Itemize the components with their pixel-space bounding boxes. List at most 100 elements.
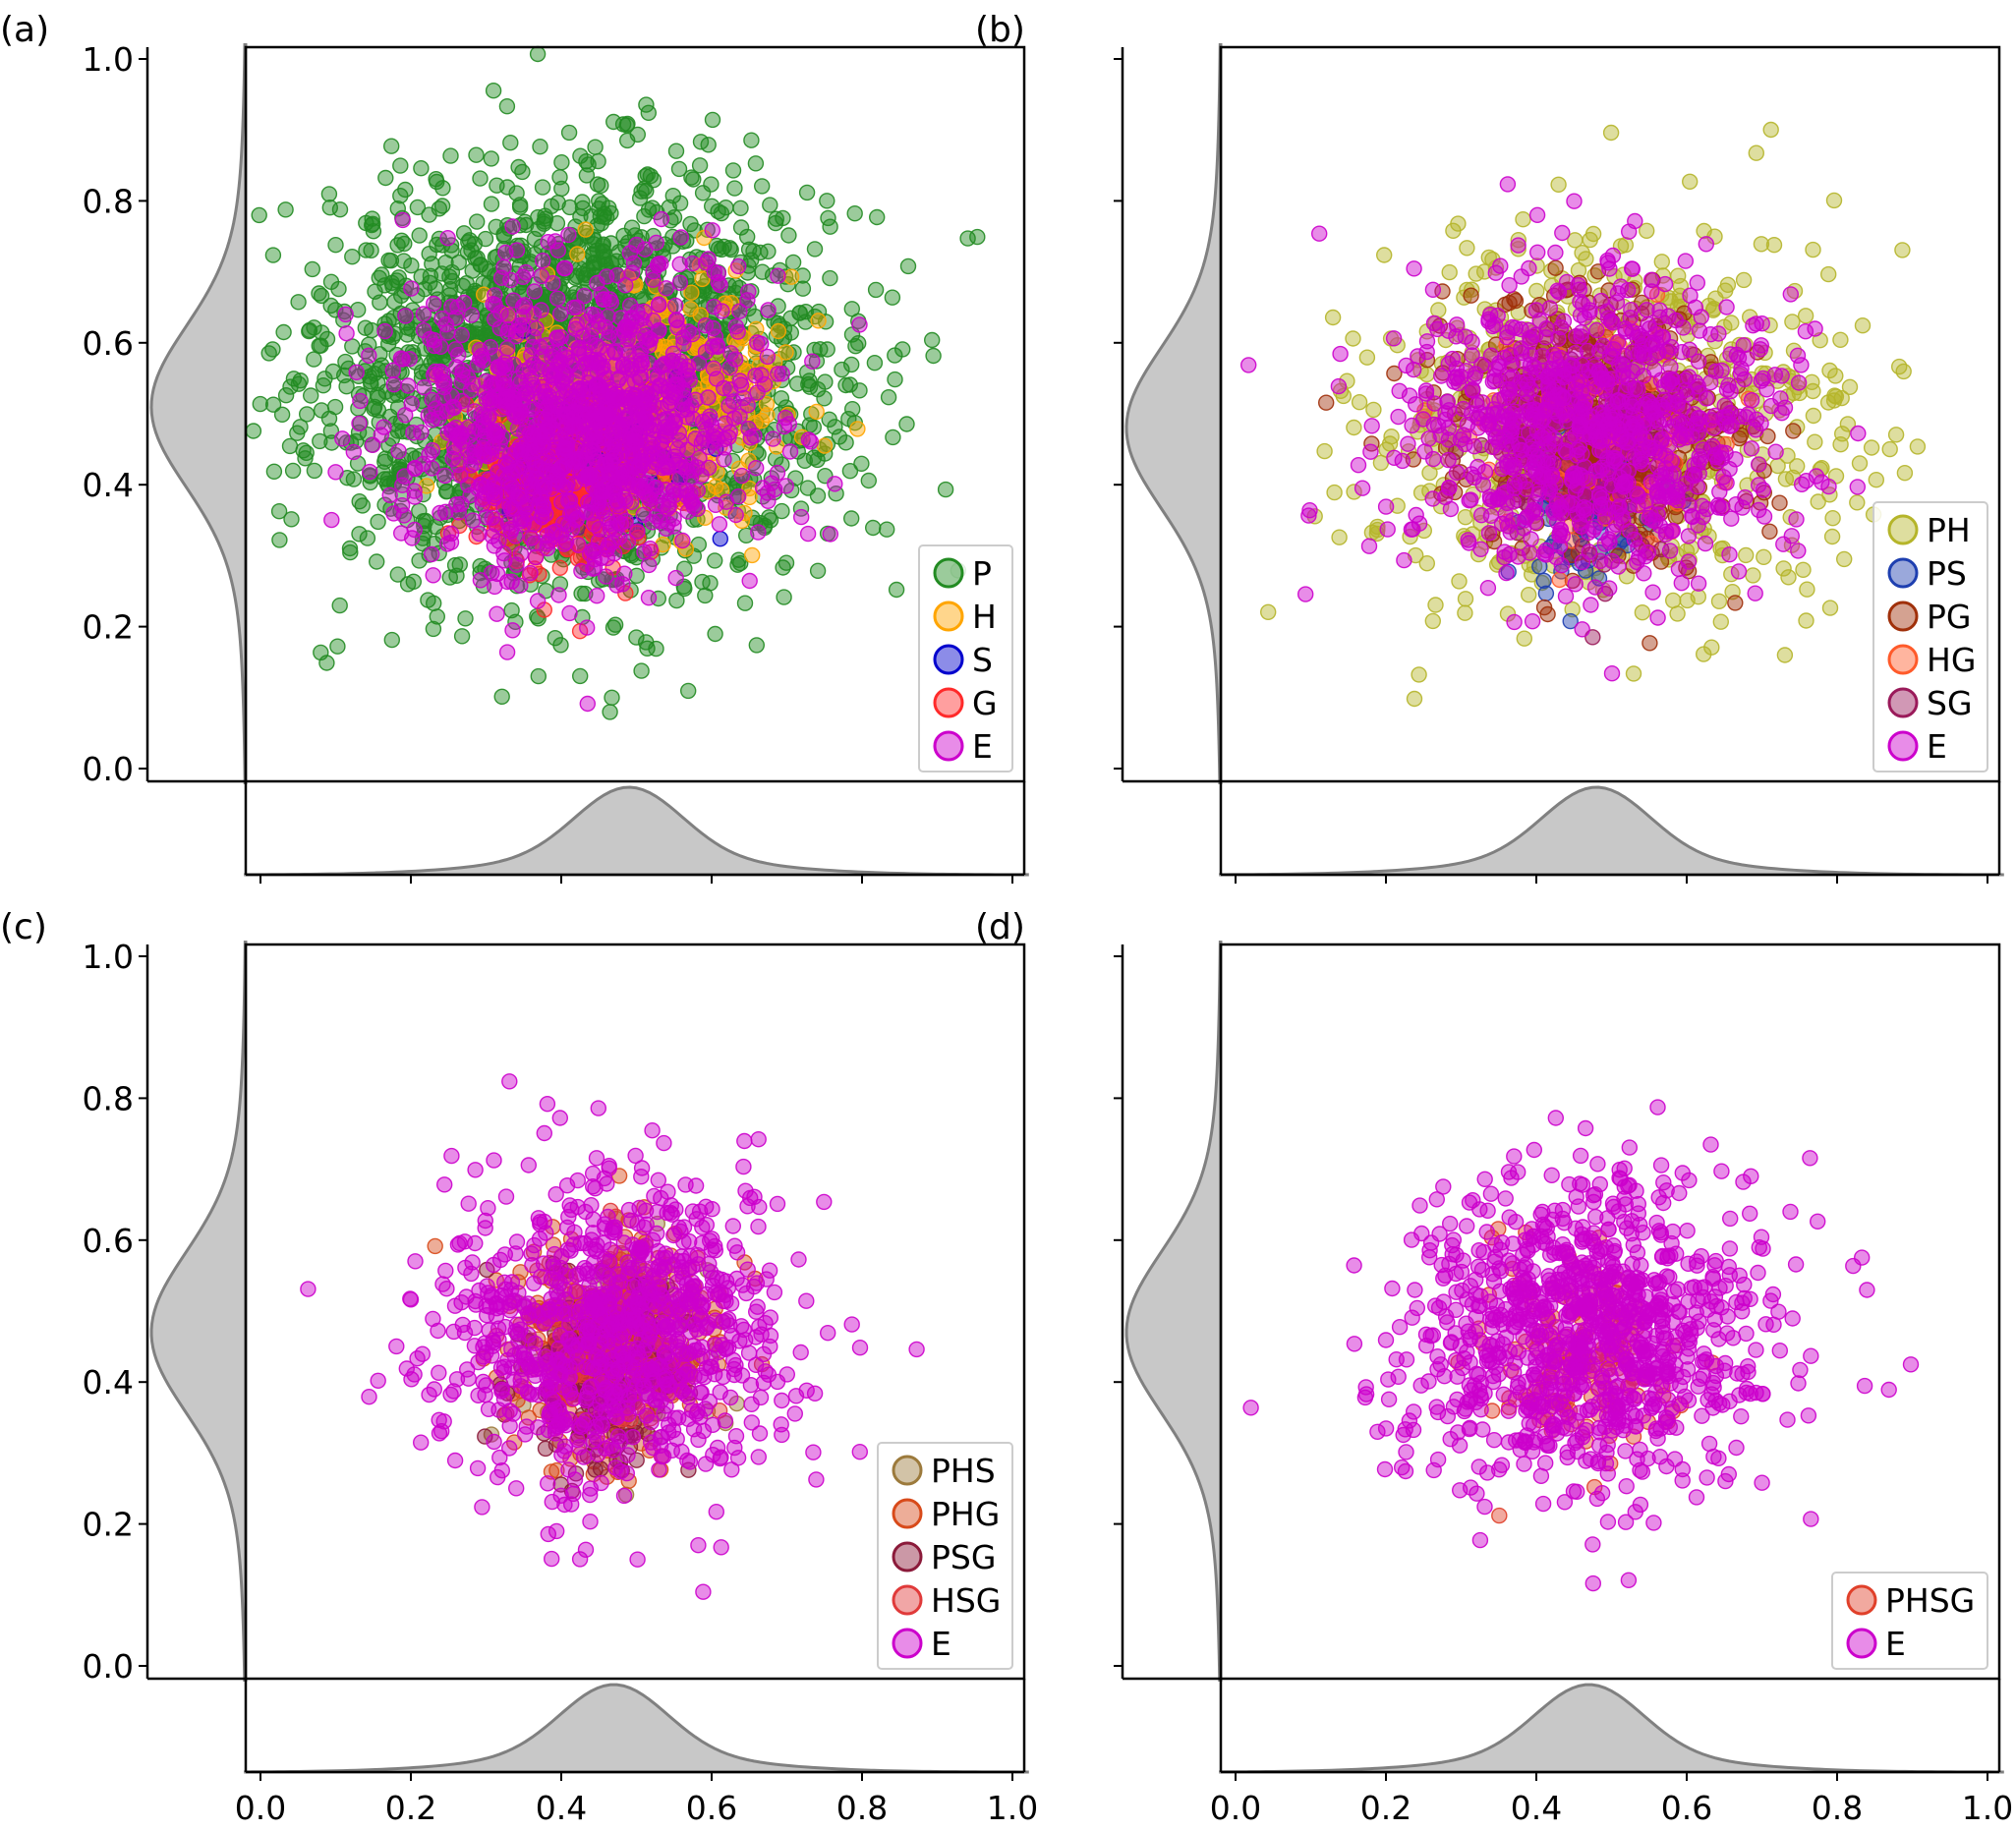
point [741, 572, 758, 590]
point [641, 396, 658, 413]
point [498, 573, 516, 591]
point [1376, 247, 1393, 263]
point [1797, 308, 1814, 324]
point [472, 572, 490, 589]
point [730, 257, 747, 275]
point [318, 330, 336, 348]
point [413, 159, 430, 177]
point [561, 604, 578, 622]
point [749, 384, 766, 401]
point [729, 323, 746, 340]
point [252, 395, 268, 413]
point [1457, 591, 1474, 607]
point [610, 328, 627, 345]
point [1784, 314, 1801, 330]
point [1887, 427, 1905, 443]
point [658, 280, 674, 297]
point [748, 460, 765, 477]
point [707, 625, 723, 643]
point [809, 451, 826, 469]
point [898, 416, 915, 432]
point [579, 695, 596, 713]
point [937, 481, 954, 498]
point [729, 556, 746, 573]
point [540, 233, 556, 251]
point [664, 387, 682, 404]
point [841, 463, 859, 480]
point [668, 592, 685, 609]
point [775, 209, 791, 227]
point [1634, 604, 1651, 621]
point [342, 544, 359, 561]
point [1451, 573, 1468, 590]
point [592, 255, 608, 271]
point [553, 153, 570, 171]
point [573, 396, 590, 414]
point [633, 662, 650, 679]
point [1868, 472, 1884, 488]
point [1326, 484, 1343, 501]
point [697, 317, 714, 334]
point [265, 463, 283, 480]
point [512, 545, 530, 562]
point [703, 176, 720, 193]
point [713, 204, 730, 222]
point [525, 356, 543, 372]
point [535, 498, 552, 515]
point [606, 616, 624, 633]
point [739, 228, 756, 246]
point [578, 504, 595, 521]
point [659, 411, 675, 428]
point [275, 323, 292, 341]
point [385, 376, 402, 393]
point [445, 438, 463, 455]
y-tick-label: 0.4 [83, 466, 134, 504]
point [1669, 605, 1686, 622]
point [543, 198, 560, 215]
point [1776, 647, 1794, 663]
point [784, 254, 802, 271]
point [397, 407, 414, 424]
point [415, 306, 432, 322]
point [1795, 561, 1812, 578]
point [651, 377, 668, 394]
point [619, 534, 637, 550]
point [313, 402, 330, 419]
point [577, 221, 594, 238]
point [1805, 407, 1822, 425]
legend-marker [933, 730, 964, 762]
point [726, 180, 743, 197]
point [841, 376, 858, 393]
point [1756, 548, 1772, 565]
point [760, 302, 777, 318]
point [1602, 124, 1620, 142]
point [816, 437, 834, 454]
point [843, 356, 860, 373]
point [485, 82, 502, 99]
point [397, 308, 414, 324]
point [514, 268, 532, 285]
point [469, 357, 487, 373]
point [628, 629, 645, 646]
point [421, 246, 437, 262]
point [552, 354, 569, 371]
point [782, 268, 800, 285]
point [645, 171, 662, 189]
point [747, 155, 765, 172]
point [493, 269, 510, 286]
point [849, 421, 866, 437]
point [421, 446, 437, 463]
point [1824, 510, 1841, 527]
point [614, 116, 632, 133]
point [522, 427, 539, 443]
point [545, 275, 561, 292]
legend-label: S [972, 641, 993, 679]
point [1450, 215, 1467, 232]
point [1762, 121, 1779, 139]
x-density-curve [244, 785, 1029, 877]
point [598, 371, 614, 387]
point [516, 297, 533, 314]
point [885, 429, 901, 446]
legend-marker [933, 687, 964, 718]
